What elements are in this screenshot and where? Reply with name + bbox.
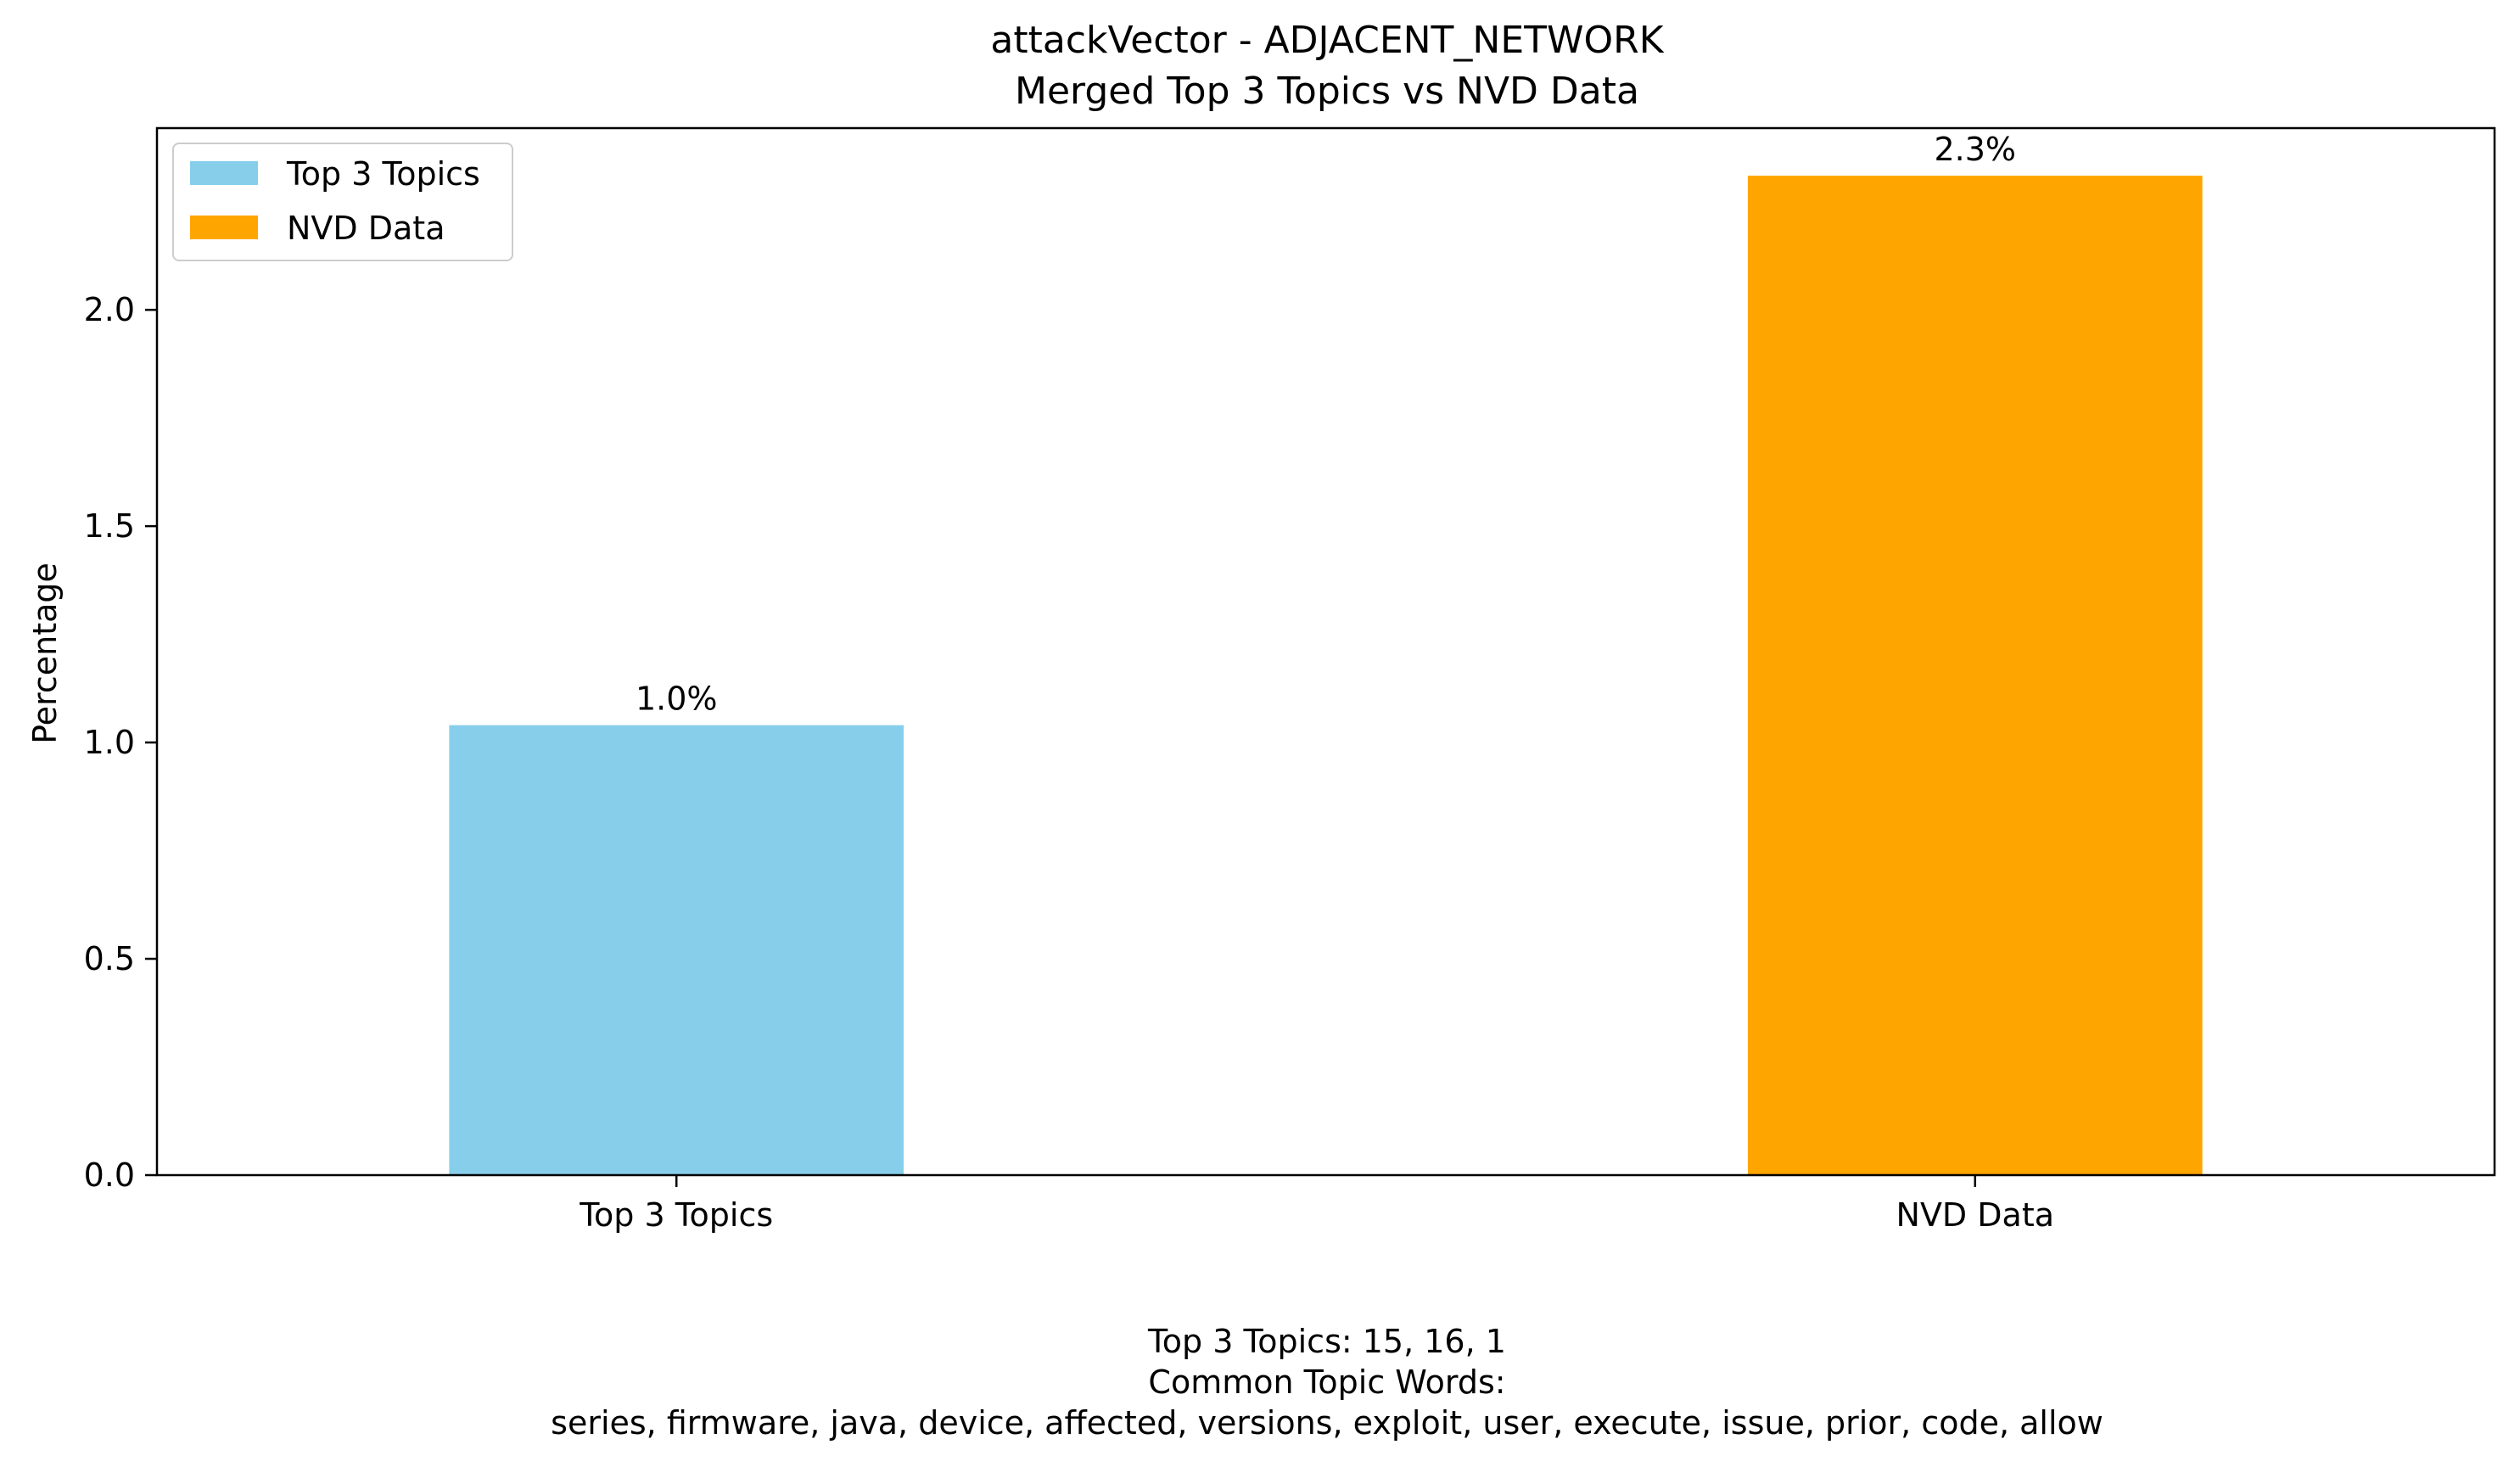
- y-tick-label: 2.0: [84, 291, 135, 328]
- y-axis-label: Percentage: [26, 563, 64, 744]
- legend-swatch-nvd-data: [190, 216, 258, 239]
- x-tick-label-top-3-topics: Top 3 Topics: [579, 1196, 773, 1234]
- chart-title-line-1: attackVector - ADJACENT_NETWORK: [990, 19, 1664, 62]
- x-axis: Top 3 Topics NVD Data: [579, 1175, 2054, 1234]
- bars-layer: 1.0% 2.3%: [449, 131, 2203, 1175]
- y-tick-label: 0.0: [84, 1156, 135, 1194]
- footnote-line-2: Common Topic Words:: [1148, 1363, 1505, 1401]
- y-tick-label: 0.5: [84, 940, 135, 977]
- data-label-top-3-topics: 1.0%: [636, 680, 718, 718]
- legend-swatch-top-3-topics: [190, 161, 258, 185]
- footnote-line-3: series, firmware, java, device, affected…: [551, 1404, 2103, 1442]
- bar-nvd-data: [1747, 176, 2203, 1175]
- y-axis: 0.0 0.5 1.0 1.5 2.0: [84, 291, 157, 1194]
- x-tick-label-nvd-data: NVD Data: [1896, 1196, 2055, 1234]
- legend-label-nvd-data: NVD Data: [287, 210, 445, 247]
- bar-top-3-topics: [449, 725, 904, 1175]
- y-tick-label: 1.5: [84, 507, 135, 545]
- chart-title-line-2: Merged Top 3 Topics vs NVD Data: [1015, 70, 1639, 113]
- legend-label-top-3-topics: Top 3 Topics: [286, 155, 480, 193]
- footnote-line-1: Top 3 Topics: 15, 16, 1: [1147, 1323, 1506, 1360]
- data-label-nvd-data: 2.3%: [1935, 131, 2017, 168]
- y-tick-label: 1.0: [84, 724, 135, 761]
- plot-frame: [155, 126, 2496, 1177]
- legend: Top 3 Topics NVD Data: [172, 143, 513, 261]
